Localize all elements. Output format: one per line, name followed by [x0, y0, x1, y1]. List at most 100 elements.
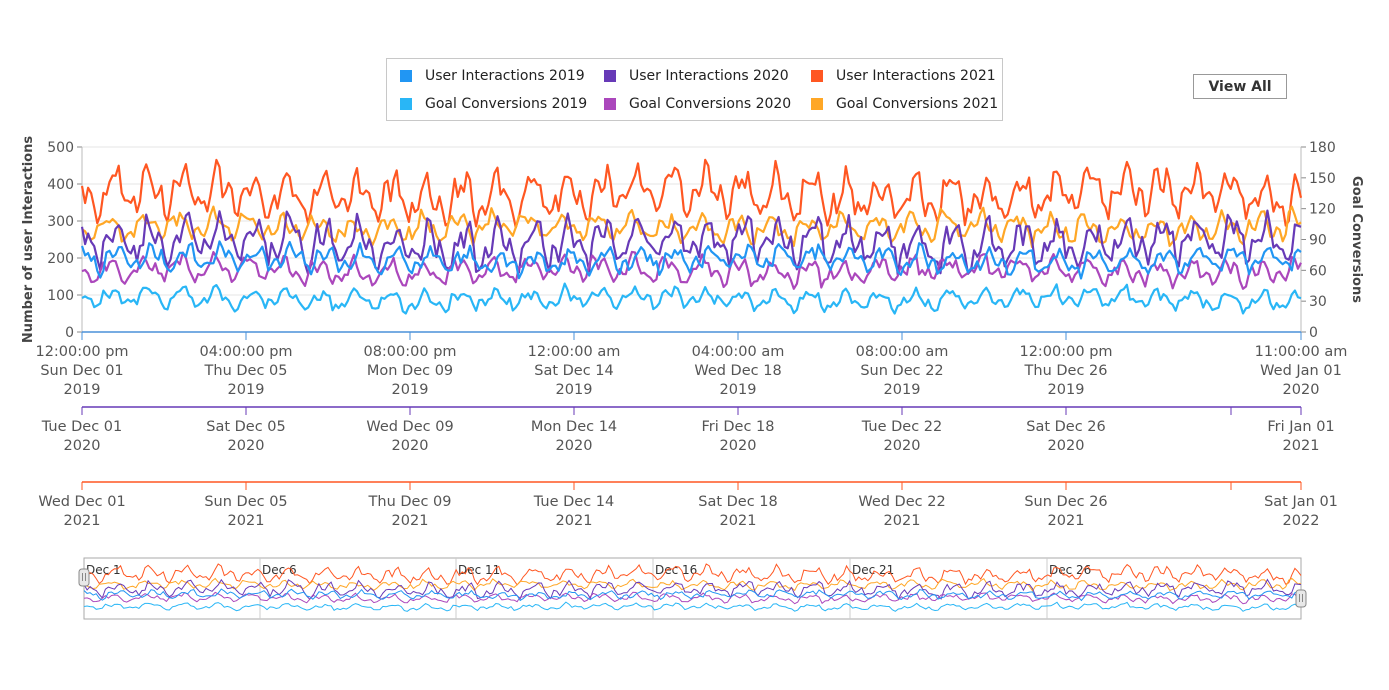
series-line-user-interactions-2019: [80, 240, 1302, 280]
x-axis-2020-year-label: 2020: [392, 438, 429, 454]
legend-item[interactable]: User Interactions 2020: [604, 67, 789, 85]
legend-label: Goal Conversions 2019: [425, 96, 588, 112]
series-line-user-interactions-2020: [80, 209, 1302, 276]
navigator-label: Dec 11: [458, 563, 500, 577]
navigator-series-line: [83, 588, 1302, 602]
x-axis-2021-year-label: 2021: [228, 513, 265, 529]
navigator-series-line: [83, 578, 1302, 601]
y-right-tick-label: 90: [1309, 233, 1327, 249]
x-axis-2019-date-label: Sun Dec 22: [860, 363, 943, 379]
legend-item[interactable]: User Interactions 2021: [811, 67, 996, 85]
legend-label: User Interactions 2021: [836, 68, 996, 84]
y-right-tick-label: 0: [1309, 325, 1318, 341]
x-axis-2019-year-label: 2019: [556, 382, 593, 398]
x-axis-2021-date-label: Sun Dec 26: [1024, 494, 1107, 510]
x-axis-2021-year-label: 2021: [556, 513, 593, 529]
x-axis-2020-year-label: 2020: [556, 438, 593, 454]
legend-item[interactable]: Goal Conversions 2019: [400, 95, 587, 113]
x-axis-2019-date-label: Sun Dec 01: [40, 363, 123, 379]
x-axis-2021-year-label: 2021: [1048, 513, 1085, 529]
legend-label: User Interactions 2019: [425, 68, 585, 84]
x-axis-2021-date-label: Tue Dec 14: [533, 494, 615, 510]
x-axis-2019-time-label: 08:00:00 pm: [363, 344, 456, 360]
x-axis-2020-date-label: Sat Dec 05: [206, 419, 286, 435]
x-axis-2019-date-label: Wed Jan 01: [1260, 363, 1342, 379]
x-axis-2019-time-label: 12:00:00 am: [528, 344, 621, 360]
x-axis-2021-year-label: 2021: [720, 513, 757, 529]
x-axis-2019-date-label: Mon Dec 09: [367, 363, 453, 379]
y-left-tick-label: 200: [47, 251, 74, 267]
legend-swatch: [811, 70, 823, 82]
legend-item[interactable]: Goal Conversions 2021: [811, 95, 998, 113]
x-axis-2020-year-label: 2020: [228, 438, 265, 454]
x-axis-2019-time-label: 12:00:00 pm: [35, 344, 128, 360]
navigator-series-line: [83, 563, 1302, 586]
navigator-handle: [78, 568, 90, 587]
legend-swatch: [400, 98, 412, 110]
series-line-goal-conversions-2021: [81, 205, 1302, 249]
x-axis-2021-date-label: Sat Jan 01: [1264, 494, 1338, 510]
x-axis-2019-year-label: 2019: [392, 382, 429, 398]
legend-item[interactable]: Goal Conversions 2020: [604, 95, 791, 113]
x-axis-2020-date-label: Tue Dec 01: [41, 419, 123, 435]
y-left-axis-title: Number of user Interactions: [21, 136, 36, 343]
x-axis-2020-date-label: Fri Jan 01: [1267, 419, 1334, 435]
x-axis-2019-year-label: 2019: [720, 382, 757, 398]
x-axis-2021-year-label: 2021: [64, 513, 101, 529]
y-left-tick-label: 400: [47, 177, 74, 193]
navigator-label: Dec 16: [655, 563, 697, 577]
y-left-tick-label: 500: [47, 140, 74, 156]
grid: [82, 146, 1301, 296]
x-axis-2021-date-label: Wed Dec 01: [38, 494, 125, 510]
series-line-goal-conversions-2019: [81, 282, 1302, 315]
legend-label: Goal Conversions 2020: [629, 96, 792, 112]
x-axis-2021-year-label: 2022: [1283, 513, 1320, 529]
x-axis-2020-year-label: 2020: [720, 438, 757, 454]
x-axis-2019-time-label: 12:00:00 pm: [1019, 344, 1112, 360]
x-axis-2019-date-label: Wed Dec 18: [694, 363, 781, 379]
x-axis-2020-date-label: Fri Dec 18: [701, 419, 774, 435]
x-axis-2019-year-label: 2019: [884, 382, 921, 398]
x-axis-2019-date-label: Thu Dec 26: [1024, 363, 1108, 379]
navigator-label: Dec 21: [852, 563, 894, 577]
legend-swatch: [811, 98, 823, 110]
navigator-series-line: [83, 577, 1302, 592]
x-axis-2021-date-label: Sun Dec 05: [204, 494, 287, 510]
legend-label: User Interactions 2020: [629, 68, 789, 84]
legend-label: Goal Conversions 2021: [836, 96, 999, 112]
navigator-label: Dec 26: [1049, 563, 1091, 577]
navigator-handle: [1295, 589, 1307, 608]
x-axis-2019-date-label: Thu Dec 05: [204, 363, 288, 379]
x-axis-2020-date-label: Wed Dec 09: [366, 419, 453, 435]
x-axis-2020-year-label: 2020: [1048, 438, 1085, 454]
x-axis-2020-date-label: Tue Dec 22: [861, 419, 943, 435]
view-all-button[interactable]: View All: [1193, 74, 1287, 99]
x-axis-2019-date-label: Sat Dec 14: [534, 363, 614, 379]
x-axis-2020-year-label: 2021: [1283, 438, 1320, 454]
x-axis-2021-year-label: 2021: [392, 513, 429, 529]
navigator-series-line: [83, 601, 1302, 612]
series-line-user-interactions-2021: [80, 158, 1303, 229]
x-axis-2019-year-label: 2019: [1048, 382, 1085, 398]
y-left-tick-label: 0: [65, 325, 74, 341]
y-left-tick-label: 300: [47, 214, 74, 230]
legend: User Interactions 2019 User Interactions …: [386, 58, 1003, 121]
legend-swatch: [400, 70, 412, 82]
x-axis-2019-time-label: 11:00:00 am: [1255, 344, 1348, 360]
x-axis-2019-year-label: 2019: [228, 382, 265, 398]
y-right-tick-label: 30: [1309, 294, 1327, 310]
x-axis-2021-date-label: Sat Dec 18: [698, 494, 778, 510]
series-group: [80, 158, 1303, 315]
x-axis-2020-year-label: 2020: [884, 438, 921, 454]
y-right-tick-label: 120: [1309, 202, 1336, 218]
navigator-frame: [83, 557, 1302, 620]
navigator-series-line: [83, 591, 1302, 605]
navigator-label: Dec 1: [86, 563, 121, 577]
y-left-tick-label: 100: [47, 288, 74, 304]
legend-swatch: [604, 70, 616, 82]
x-axis-2021-year-label: 2021: [884, 513, 921, 529]
y-right-axis-title: Goal Conversions: [1349, 176, 1364, 303]
legend-item[interactable]: User Interactions 2019: [400, 67, 585, 85]
navigator: Dec 1 Dec 6 Dec 11 Dec 16 Dec 21 Dec 26: [78, 557, 1307, 620]
x-axis-2021-date-label: Thu Dec 09: [368, 494, 452, 510]
